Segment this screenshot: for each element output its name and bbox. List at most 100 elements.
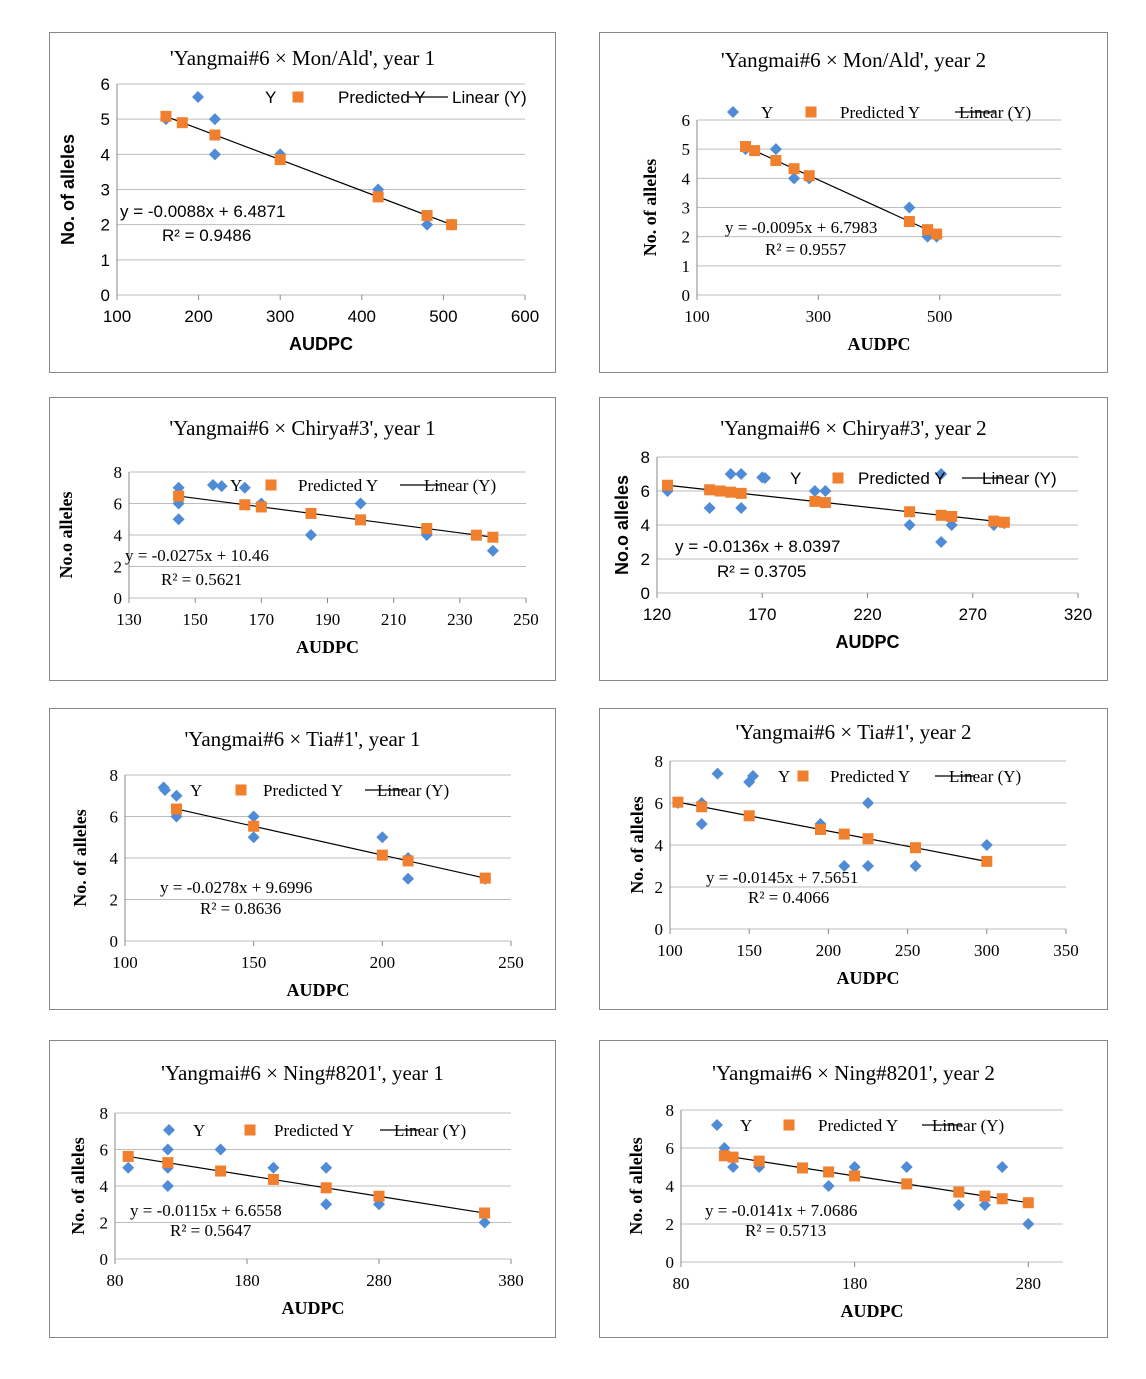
x-tick-label: 150 [241, 953, 267, 972]
y-point [952, 1199, 965, 1211]
chart-panel-4: 'Yangmai#6 × Chirya#3', year 2 0 2 4 6 8 120 17… [599, 397, 1108, 681]
chart-title: 'Yangmai#6 × Chirya#3', year 2 [720, 416, 986, 440]
legend-y-marker [159, 784, 171, 796]
legend-predicted-marker [797, 770, 809, 782]
chart-svg: 'Yangmai#6 × Mon/Ald', year 2 0 1 2 3 4 5 6 100 3… [640, 48, 1061, 354]
y-point [214, 1143, 227, 1156]
x-axis-title: AUDPC [289, 334, 353, 354]
legend-y-label: Y [740, 1116, 752, 1135]
x-tick-label: 200 [816, 941, 842, 960]
x-tick-label: 280 [1016, 1274, 1042, 1293]
legend-predicted-marker [235, 784, 247, 796]
y-point [735, 468, 748, 480]
x-tick-label: 200 [370, 953, 396, 972]
predicted-point [979, 1190, 991, 1202]
y-tick-label: 6 [641, 482, 650, 501]
predicted-point [809, 495, 821, 507]
x-tick-label: 100 [657, 941, 683, 960]
predicted-point [421, 523, 433, 535]
y-tick-label: 0 [114, 589, 123, 608]
legend-linear-label: Linear (Y) [932, 1116, 1004, 1135]
predicted-point [402, 855, 414, 867]
predicted-point [740, 141, 752, 153]
chart-panel-8: 'Yangmai#6 × Ning#8201', year 2 0 2 4 6 8 80 18… [599, 1040, 1108, 1338]
legend-predicted-label: Predicted Y [858, 469, 946, 488]
chart-panel-3: 'Yangmai#6 × Chirya#3', year 1 0 2 4 6 8 130 15… [49, 397, 556, 681]
predicted-point [903, 216, 915, 227]
legend-predicted-marker [244, 1124, 256, 1136]
y-axis-title: No. of alleles [626, 1137, 646, 1234]
regression-equation: y = -0.0141x + 7.0686 [705, 1201, 857, 1220]
legend-predicted-label: Predicted Y [298, 476, 378, 495]
legend-predicted-marker [783, 1119, 795, 1131]
legend-y-marker [192, 91, 204, 103]
y-point [161, 1180, 174, 1192]
predicted-point [910, 842, 922, 854]
predicted-point [743, 810, 755, 822]
predicted-point [862, 833, 874, 845]
legend-y-marker [711, 1119, 723, 1131]
chart-title: 'Yangmai#6 × Ning#8201', year 2 [712, 1061, 995, 1085]
r-squared-label: R² = 0.3705 [717, 562, 806, 581]
y-point [724, 468, 737, 480]
legend-y-marker [163, 1124, 175, 1136]
predicted-point [704, 484, 716, 496]
y-tick-label: 2 [666, 1215, 675, 1234]
y-point [170, 789, 183, 802]
predicted-point [814, 823, 826, 835]
predicted-point [215, 1165, 227, 1177]
r-squared-label: R² = 0.5713 [745, 1221, 826, 1240]
legend-y-label: Y [230, 476, 242, 495]
r-squared-label: R² = 0.5621 [161, 570, 242, 589]
y-tick-label: 8 [110, 766, 119, 785]
y-tick-label: 2 [101, 216, 110, 235]
chart-svg: 'Yangmai#6 × Tia#1', year 2 0 2 4 6 8 100 150 20… [627, 720, 1079, 988]
predicted-point [248, 820, 260, 832]
y-point [238, 481, 251, 494]
chart-panel-7: 'Yangmai#6 × Ning#8201', year 1 0 2 4 6 8 80 18… [49, 1040, 556, 1338]
y-tick-label: 6 [101, 75, 110, 94]
legend-linear-label: Linear (Y) [949, 767, 1021, 786]
predicted-point [376, 849, 388, 861]
predicted-point [470, 529, 482, 541]
regression-equation: y = -0.0136x + 8.0397 [675, 537, 840, 556]
predicted-point [267, 1173, 279, 1185]
predicted-point [819, 497, 831, 509]
y-point [711, 767, 724, 780]
y-tick-label: 8 [114, 463, 123, 482]
predicted-point [727, 1151, 739, 1163]
x-tick-label: 80 [673, 1274, 690, 1293]
predicted-point [753, 1155, 765, 1167]
predicted-point [320, 1182, 332, 1194]
y-point [208, 148, 221, 161]
y-point [421, 218, 434, 231]
chart-title: 'Yangmai#6 × Chirya#3', year 1 [169, 416, 435, 440]
predicted-point [421, 210, 433, 222]
predicted-point [479, 1207, 491, 1219]
regression-equation: y = -0.0275x + 10.46 [125, 546, 269, 565]
regression-equation: y = -0.0088x + 6.4871 [120, 202, 285, 221]
y-point [862, 860, 874, 872]
y-point [304, 529, 317, 541]
predicted-point [373, 1190, 385, 1202]
chart-svg: 'Yangmai#6 × Chirya#3', year 2 0 2 4 6 8 120 17… [612, 416, 1092, 652]
predicted-point [160, 110, 172, 122]
y-tick-label: 0 [101, 286, 110, 305]
predicted-point [981, 855, 993, 867]
legend-predicted-label: Predicted Y [274, 1121, 354, 1140]
r-squared-label: R² = 0.4066 [748, 888, 829, 907]
legend-predicted-marker [265, 479, 277, 491]
y-axis-title: No. of alleles [640, 159, 660, 256]
legend-linear-label: Linear (Y) [982, 469, 1057, 488]
regression-equation: y = -0.0145x + 7.5651 [706, 868, 858, 887]
y-point [900, 1161, 913, 1173]
y-axis-title: No.o alleles [612, 475, 632, 575]
legend-y-label: Y [778, 767, 790, 786]
regression-equation: y = -0.0095x + 6.7983 [725, 218, 877, 237]
y-tick-label: 4 [101, 145, 110, 164]
y-tick-label: 6 [110, 808, 119, 827]
predicted-point [1022, 1197, 1034, 1209]
x-tick-label: 300 [266, 307, 294, 326]
legend-y-marker [727, 106, 739, 118]
legend-y-label: Y [190, 781, 202, 800]
